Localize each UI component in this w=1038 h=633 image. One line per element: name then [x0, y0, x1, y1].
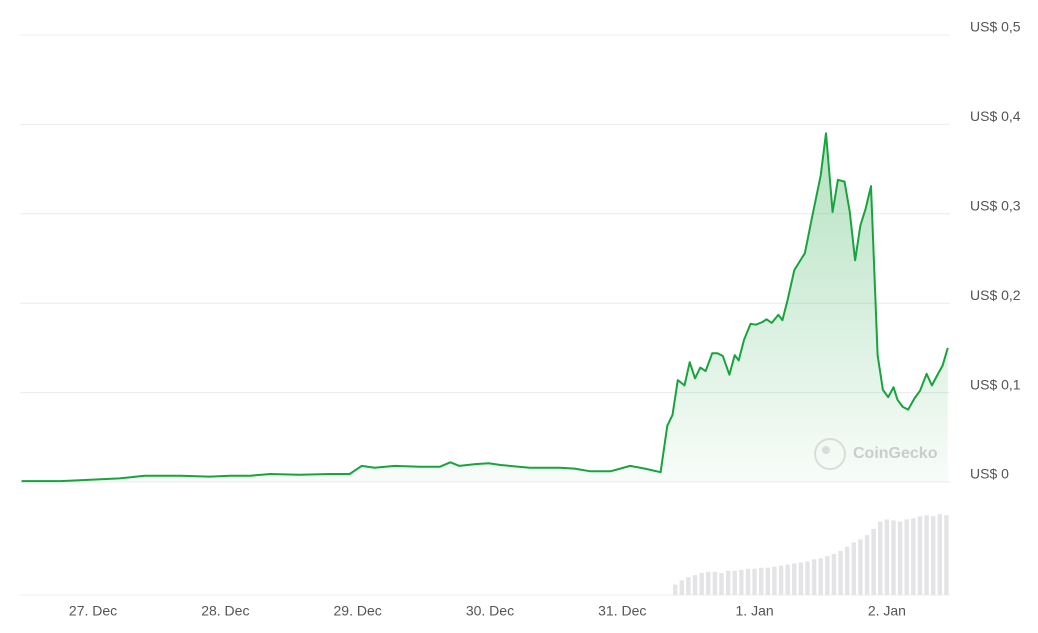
- volume-bar: [798, 562, 804, 595]
- volume-bar: [818, 558, 823, 595]
- volume-bar: [785, 564, 790, 595]
- x-tick-label: 31. Dec: [598, 603, 646, 619]
- y-tick-label: US$ 0: [970, 466, 1009, 482]
- volume-bar: [911, 518, 916, 595]
- x-tick-label: 27. Dec: [69, 603, 117, 619]
- volume-bar: [692, 575, 698, 595]
- y-tick-label: US$ 0,4: [970, 108, 1021, 124]
- volume-bar: [745, 568, 751, 595]
- volume-bar: [884, 519, 890, 595]
- volume-bar: [672, 584, 678, 595]
- volume-bar: [838, 550, 843, 595]
- x-tick-label: 1. Jan: [736, 603, 774, 619]
- x-tick-label: 30. Dec: [466, 603, 514, 619]
- volume-bar: [811, 559, 817, 595]
- volume-bar: [792, 563, 797, 595]
- volume-bar: [758, 567, 764, 595]
- x-tick-label: 2. Jan: [868, 603, 906, 619]
- volume-bar: [871, 528, 876, 595]
- volume-bar: [679, 580, 685, 595]
- volume-bar: [719, 572, 724, 595]
- y-tick-label: US$ 0,1: [970, 376, 1021, 392]
- volume-bar: [712, 571, 718, 595]
- watermark: CoinGecko: [853, 445, 938, 462]
- watermark-logo: [814, 438, 846, 470]
- volume-bar: [891, 520, 896, 595]
- volume-bar: [831, 554, 837, 595]
- volume-bar: [739, 569, 744, 595]
- y-tick-label: US$ 0,5: [970, 19, 1021, 35]
- x-tick-label: 28. Dec: [201, 603, 249, 619]
- volume-bar: [732, 570, 737, 595]
- volume-bar: [825, 556, 830, 595]
- volume-bar: [805, 561, 810, 595]
- volume-bar: [765, 567, 771, 595]
- volume-bar: [725, 570, 731, 595]
- volume-bar: [851, 542, 857, 595]
- volume-bar: [930, 516, 936, 595]
- volume-bar: [686, 577, 691, 595]
- volume-bar: [772, 566, 777, 595]
- volume-bar: [878, 521, 883, 595]
- volume-bar: [699, 572, 704, 595]
- volume-bar: [917, 516, 923, 595]
- volume-bar: [778, 565, 784, 595]
- volume-bar: [897, 521, 903, 595]
- x-tick-label: 29. Dec: [334, 603, 382, 619]
- y-tick-label: US$ 0,2: [970, 287, 1021, 303]
- volume-bar: [706, 571, 711, 595]
- area: [21, 133, 948, 483]
- y-tick-label: US$ 0,3: [970, 198, 1021, 214]
- volume-bar: [844, 546, 850, 595]
- volume-bar: [752, 568, 757, 595]
- volume-bar: [944, 515, 949, 595]
- volume-bar: [858, 539, 863, 595]
- volume-bar: [937, 514, 943, 595]
- volume-bar: [864, 535, 870, 595]
- volume-bar: [924, 515, 929, 595]
- volume-bar: [904, 519, 909, 595]
- price-line: [21, 132, 949, 483]
